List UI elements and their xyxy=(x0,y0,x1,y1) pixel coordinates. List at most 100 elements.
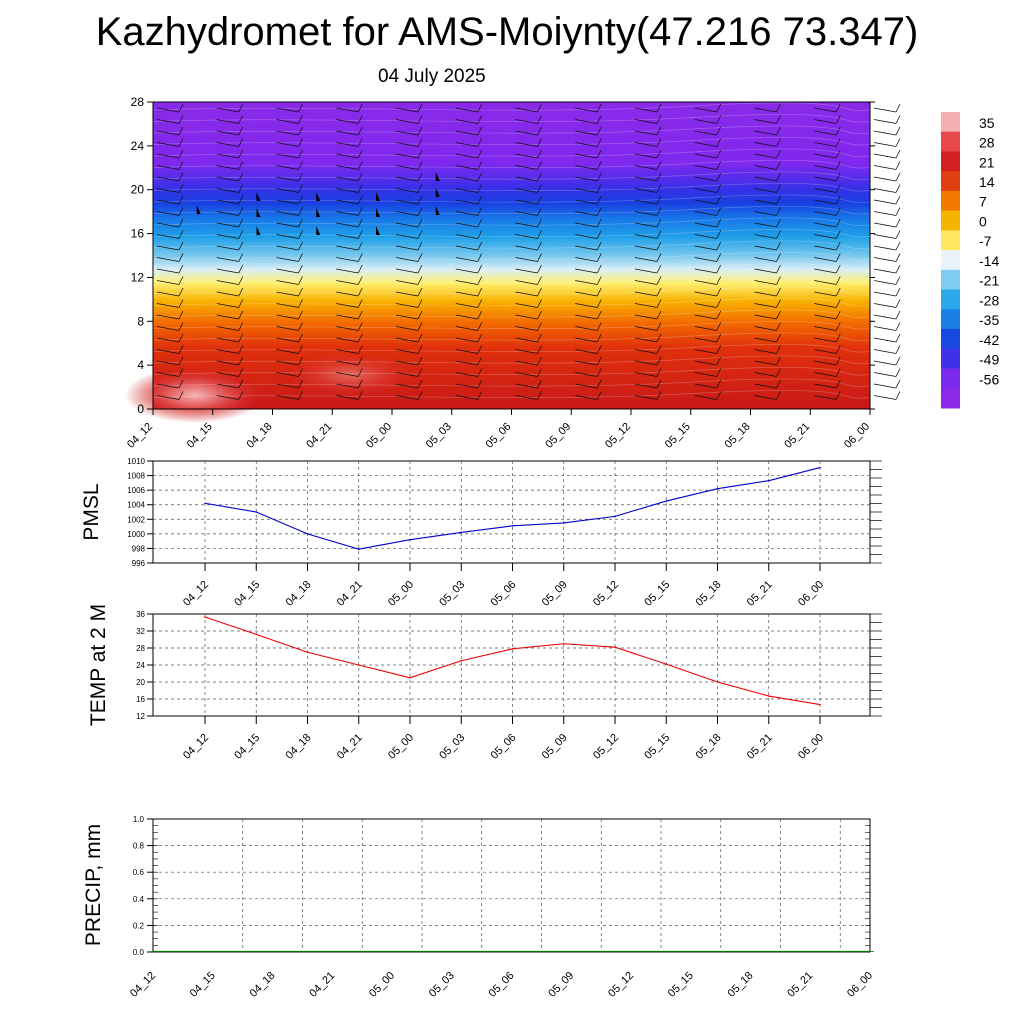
wind-barb xyxy=(455,276,483,285)
wind-barb-staff xyxy=(276,188,299,193)
wind-barb-staff xyxy=(754,234,777,239)
wind-barb-staff xyxy=(754,291,777,297)
wind-barb-staff xyxy=(754,107,777,113)
y-tick-label: 1000 xyxy=(127,530,145,539)
wind-barb-feather xyxy=(357,287,363,297)
x-tick-label: 04_21 xyxy=(335,732,365,762)
wind-barb xyxy=(873,230,901,239)
wind-barb-feather xyxy=(238,138,244,147)
wind-barb-staff xyxy=(395,257,419,262)
wind-barb-feather xyxy=(357,218,363,228)
wind-barb-staff xyxy=(216,199,239,205)
wind-barb-staff xyxy=(754,222,777,228)
wind-barb xyxy=(694,356,722,366)
wind-barb xyxy=(395,368,423,377)
wind-barb-feather xyxy=(835,161,841,170)
wind-barb-feather xyxy=(238,195,244,205)
wind-barb xyxy=(575,310,602,320)
wind-barb xyxy=(634,241,662,251)
wind-barb-staff xyxy=(455,130,478,136)
wind-barb-staff xyxy=(156,337,180,343)
wind-barb xyxy=(814,299,841,308)
wind-barb-feather xyxy=(238,207,244,216)
wind-barb-feather xyxy=(716,368,722,377)
wind-barb xyxy=(575,115,602,124)
wind-barb-feather xyxy=(537,195,542,205)
data-point xyxy=(767,479,770,482)
wind-barb-feather xyxy=(417,207,423,216)
wind-barb-feather xyxy=(776,195,781,205)
wind-barb xyxy=(455,391,483,400)
wind-barb-feather xyxy=(417,379,423,389)
wind-barb xyxy=(336,345,363,354)
wind-barb-staff xyxy=(276,211,299,216)
wind-barb-feather xyxy=(776,103,781,113)
wind-barb-staff xyxy=(575,234,598,239)
wind-barb xyxy=(455,356,483,366)
wind-barb xyxy=(754,126,781,136)
wind-barb-staff xyxy=(575,245,598,251)
wind-barb-feather xyxy=(596,264,602,274)
y-tick-label: 16 xyxy=(131,227,145,241)
x-tick-label: 05_21 xyxy=(745,732,775,762)
wind-barb xyxy=(395,379,423,389)
wind-barb xyxy=(873,287,901,297)
wind-barb xyxy=(156,230,184,239)
wind-barb-staff xyxy=(156,211,180,216)
wind-barb-staff xyxy=(694,222,717,228)
wind-barb-feather xyxy=(417,391,423,400)
x-tick-label: 05_21 xyxy=(782,421,812,451)
wind-barb-feather xyxy=(656,356,662,366)
wind-barb-staff xyxy=(575,326,598,331)
wind-barb-feather xyxy=(357,126,363,136)
wind-pennant xyxy=(316,226,321,235)
x-tick-label: 05_09 xyxy=(540,732,570,762)
wind-barb xyxy=(754,218,781,228)
wind-barb-feather xyxy=(178,287,184,297)
wind-barb xyxy=(873,310,901,320)
wind-barb-feather xyxy=(537,241,542,251)
wind-barb-staff xyxy=(814,372,837,377)
wind-barb xyxy=(336,161,363,170)
wind-barb-feather xyxy=(417,333,423,343)
wind-barb-staff xyxy=(754,372,777,377)
wind-barb-feather xyxy=(477,230,483,239)
wind-barb-feather xyxy=(477,391,483,400)
wind-barb-feather xyxy=(238,333,244,343)
wind-barb xyxy=(276,310,303,320)
wind-barb-staff xyxy=(873,153,897,159)
wind-barb-feather xyxy=(298,218,303,228)
wind-barb xyxy=(276,253,303,262)
x-tick-label: 05_03 xyxy=(424,421,454,451)
wind-barb-staff xyxy=(754,383,777,389)
wind-barb-feather xyxy=(776,149,781,159)
wind-barb xyxy=(336,195,363,205)
wind-barb xyxy=(634,138,662,147)
wind-barb xyxy=(276,276,303,285)
wind-barb-staff xyxy=(276,153,299,159)
wind-barb xyxy=(515,287,542,297)
wind-barb-feather xyxy=(238,264,244,274)
wind-barb xyxy=(694,379,722,389)
wind-barb xyxy=(216,299,244,308)
wind-barb xyxy=(156,115,184,124)
wind-barb-staff xyxy=(515,349,538,354)
wind-barb xyxy=(216,172,244,182)
wind-barb-staff xyxy=(515,119,538,124)
x-tick-label: 06_00 xyxy=(842,421,872,451)
wind-barb-feather xyxy=(298,207,303,216)
wind-barb-feather xyxy=(357,172,363,182)
wind-barb xyxy=(515,299,542,308)
wind-barb xyxy=(634,299,662,308)
wind-barb-feather xyxy=(895,207,901,216)
wind-barb xyxy=(515,391,542,400)
y-tick-label: 20 xyxy=(136,678,145,687)
wind-barb-feather xyxy=(537,287,542,297)
wind-barb xyxy=(754,241,781,251)
wind-barb xyxy=(694,368,722,377)
data-point xyxy=(460,531,463,534)
wind-barb-staff xyxy=(156,130,180,136)
wind-barb-feather xyxy=(238,287,244,297)
wind-barb-feather xyxy=(895,241,901,251)
wind-barb xyxy=(515,138,542,147)
